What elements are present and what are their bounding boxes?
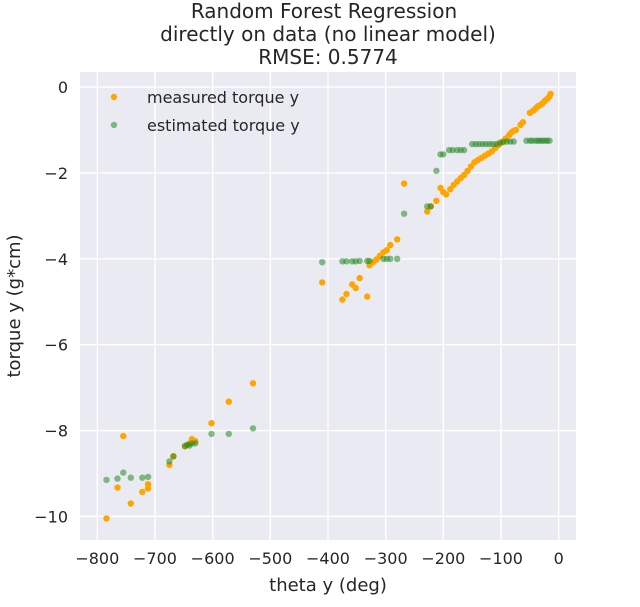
y-tick-labels: 0 −2 −4 −6 −8 −10 xyxy=(34,78,68,526)
measured-point xyxy=(364,293,371,300)
estimated-point xyxy=(394,255,401,262)
legend: measured torque y estimated torque y xyxy=(110,88,300,135)
estimated-point xyxy=(192,440,199,447)
x-tick-label: 0 xyxy=(554,549,564,568)
series-estimated xyxy=(103,137,553,484)
estimated-point xyxy=(208,430,215,438)
estimated-point xyxy=(356,257,363,265)
estimated-point xyxy=(440,151,447,158)
estimated-point xyxy=(546,137,553,144)
measured-point xyxy=(464,167,471,174)
estimated-point xyxy=(366,257,373,265)
estimated-point xyxy=(433,167,440,174)
measured-point xyxy=(120,432,127,440)
legend-label-measured: measured torque y xyxy=(147,88,299,107)
y-tick-label: 0 xyxy=(58,78,68,97)
estimated-point xyxy=(449,146,456,154)
estimated-point xyxy=(460,146,468,154)
y-tick-label: −2 xyxy=(44,164,68,183)
estimated-point xyxy=(127,474,134,481)
measured-point xyxy=(519,119,527,126)
x-tick-label: −400 xyxy=(306,549,350,568)
measured-point xyxy=(339,296,346,303)
x-tick-label: −300 xyxy=(364,549,408,568)
measured-point xyxy=(424,208,431,215)
x-tick-label: −200 xyxy=(421,549,465,568)
measured-point xyxy=(433,197,440,204)
estimated-point xyxy=(170,453,177,460)
measured-point xyxy=(387,241,394,249)
y-tick-label: −4 xyxy=(44,250,68,269)
x-tick-label: −700 xyxy=(133,549,177,568)
measured-point xyxy=(144,481,152,488)
estimated-point xyxy=(120,469,127,476)
measured-point xyxy=(319,279,326,286)
estimated-point xyxy=(144,473,152,481)
y-tick-label: −10 xyxy=(34,507,68,526)
measured-point xyxy=(447,186,454,193)
measured-point xyxy=(225,398,232,405)
measured-point xyxy=(460,171,468,179)
x-tick-label: −800 xyxy=(75,549,119,568)
data-points xyxy=(103,90,554,522)
y-tick-label: −6 xyxy=(44,336,68,355)
measured-point xyxy=(356,274,363,282)
measured-point xyxy=(394,236,401,243)
legend-label-estimated: estimated torque y xyxy=(147,116,300,135)
measured-point xyxy=(343,290,350,298)
measured-point xyxy=(103,515,110,522)
estimated-point xyxy=(387,255,394,262)
estimated-point xyxy=(343,258,350,265)
chart-title-line-2: directly on data (no linear model) xyxy=(160,22,496,46)
x-tick-label: −500 xyxy=(248,549,292,568)
y-axis-label: torque y (g*cm) xyxy=(4,234,25,377)
y-tick-label: −8 xyxy=(44,422,68,441)
estimated-point xyxy=(427,203,434,210)
grid xyxy=(80,72,576,540)
measured-point xyxy=(114,484,121,491)
estimated-point xyxy=(103,476,110,484)
legend-marker-measured xyxy=(110,93,118,101)
estimated-point xyxy=(114,475,121,482)
estimated-point xyxy=(225,430,232,438)
measured-point xyxy=(139,488,146,496)
measured-point xyxy=(249,380,257,387)
measured-point xyxy=(443,191,450,198)
measured-point xyxy=(383,247,390,254)
legend-marker-estimated xyxy=(110,121,118,129)
measured-point xyxy=(547,90,554,98)
measured-point xyxy=(352,284,359,292)
estimated-point xyxy=(139,474,146,481)
chart-title-line-3: RMSE: 0.5774 xyxy=(258,45,398,69)
measured-point xyxy=(467,163,475,170)
chart-title-line-1: Random Forest Regression xyxy=(191,0,457,23)
estimated-point xyxy=(400,210,408,217)
measured-point xyxy=(512,126,520,134)
measured-point xyxy=(400,180,408,187)
x-tick-label: −100 xyxy=(479,549,523,568)
x-axis-label: theta y (deg) xyxy=(269,575,387,596)
estimated-point xyxy=(249,425,257,432)
estimated-point xyxy=(510,138,517,145)
measured-point xyxy=(208,420,215,427)
estimated-point xyxy=(166,458,173,465)
estimated-point xyxy=(319,259,326,266)
measured-point xyxy=(127,500,134,507)
x-tick-labels: −800 −700 −600 −500 −400 −300 −200 −100 0 xyxy=(75,549,563,568)
x-tick-label: −600 xyxy=(191,549,235,568)
